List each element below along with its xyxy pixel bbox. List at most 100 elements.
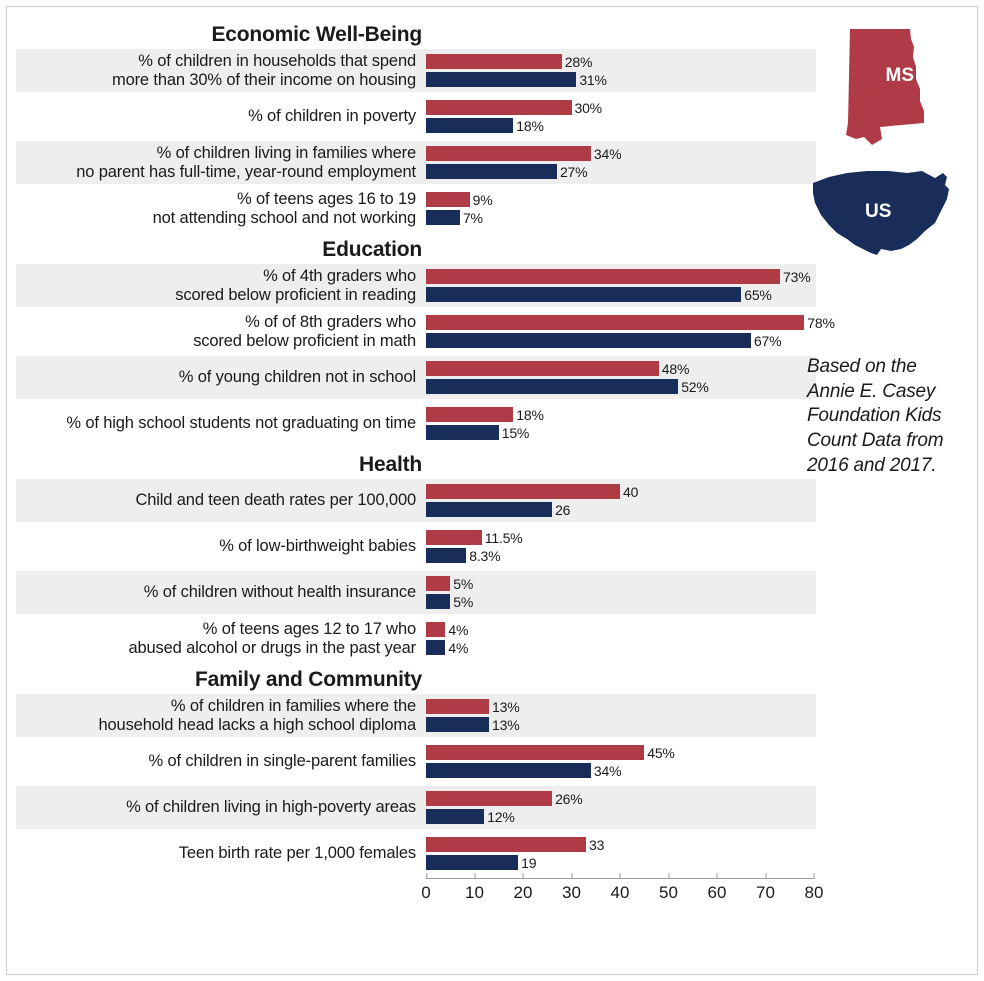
row-bars: 73%65% xyxy=(426,264,816,307)
us-bar-value: 34% xyxy=(594,763,621,779)
ms-bar-wrap: 11.5% xyxy=(426,530,816,545)
data-row: % of children without health insurance 5%… xyxy=(16,571,816,614)
map-legend: MS US xyxy=(807,27,957,258)
axis-tick: 40 xyxy=(611,879,630,903)
us-bar-wrap: 67% xyxy=(426,333,835,348)
us-bar-value: 26 xyxy=(555,502,570,518)
row-label: % of children in households that spendmo… xyxy=(16,49,426,92)
axis-tick: 80 xyxy=(805,879,824,903)
ms-bar xyxy=(426,699,489,714)
ms-bar xyxy=(426,54,562,69)
chart-area: Economic Well-Being% of children in hous… xyxy=(16,23,816,908)
ms-bar xyxy=(426,576,450,591)
ms-bar-value: 5% xyxy=(453,576,473,592)
us-bar xyxy=(426,287,741,302)
row-label: % of children in single-parent families xyxy=(16,740,426,783)
ms-bar xyxy=(426,315,804,330)
ms-bar-value: 40 xyxy=(623,484,638,500)
ms-bar-wrap: 33 xyxy=(426,837,816,852)
row-label: % of children living in families whereno… xyxy=(16,141,426,184)
us-bar xyxy=(426,118,513,133)
us-bar-wrap: 52% xyxy=(426,379,816,394)
ms-bar xyxy=(426,192,470,207)
us-bar-wrap: 8.3% xyxy=(426,548,816,563)
row-label: % of 4th graders whoscored below profici… xyxy=(16,264,426,307)
us-bar-value: 7% xyxy=(463,210,483,226)
ms-bar xyxy=(426,837,586,852)
row-bars: 3319 xyxy=(426,832,816,875)
us-bar-wrap: 18% xyxy=(426,118,816,133)
us-bar-wrap: 34% xyxy=(426,763,816,778)
us-bar xyxy=(426,502,552,517)
us-bar xyxy=(426,809,484,824)
row-bars: 48%52% xyxy=(426,356,816,399)
row-bars: 18%15% xyxy=(426,402,816,445)
ms-bar-wrap: 48% xyxy=(426,361,816,376)
ms-bar-value: 33 xyxy=(589,837,604,853)
ms-bar-value: 13% xyxy=(492,699,519,715)
us-bar-value: 5% xyxy=(453,594,473,610)
row-label: % of teens ages 12 to 17 whoabused alcoh… xyxy=(16,617,426,660)
us-bar xyxy=(426,548,466,563)
axis-tick: 70 xyxy=(756,879,775,903)
ms-bar xyxy=(426,146,591,161)
axis-tick: 60 xyxy=(708,879,727,903)
ms-bar xyxy=(426,745,644,760)
us-bar-wrap: 13% xyxy=(426,717,816,732)
us-bar-value: 52% xyxy=(681,379,708,395)
ms-bar-wrap: 45% xyxy=(426,745,816,760)
axis-tick: 30 xyxy=(562,879,581,903)
data-row: % of children living in high-poverty are… xyxy=(16,786,816,829)
ms-bar-value: 4% xyxy=(448,622,468,638)
us-bar-value: 4% xyxy=(448,640,468,656)
ms-bar-value: 11.5% xyxy=(485,530,523,546)
us-bar-wrap: 7% xyxy=(426,210,816,225)
ms-bar-wrap: 73% xyxy=(426,269,816,284)
row-bars: 28%31% xyxy=(426,49,816,92)
ms-bar-wrap: 30% xyxy=(426,100,816,115)
ms-bar-value: 34% xyxy=(594,146,621,162)
row-label: % of children without health insurance xyxy=(16,571,426,614)
ms-bar-value: 28% xyxy=(565,54,592,70)
data-row: % of children living in families whereno… xyxy=(16,141,816,184)
section-title: Economic Well-Being xyxy=(16,23,816,47)
data-row: % of teens ages 16 to 19not attending sc… xyxy=(16,187,816,230)
ms-bar-value: 45% xyxy=(647,745,674,761)
data-row: % of low-birthweight babies11.5%8.3% xyxy=(16,525,816,568)
ms-bar-value: 78% xyxy=(807,315,834,331)
section-title: Education xyxy=(16,238,816,262)
row-label: % of children living in high-poverty are… xyxy=(16,786,426,829)
ms-bar-wrap: 4% xyxy=(426,622,816,637)
ms-bar-wrap: 5% xyxy=(426,576,816,591)
data-row: % of of 8th graders whoscored below prof… xyxy=(16,310,816,353)
data-row: % of young children not in school48%52% xyxy=(16,356,816,399)
us-bar xyxy=(426,379,678,394)
row-bars: 40 26 xyxy=(426,479,816,522)
chart-frame: Economic Well-Being% of children in hous… xyxy=(6,6,978,975)
ms-bar-value: 48% xyxy=(662,361,689,377)
ms-bar xyxy=(426,407,513,422)
data-row: % of teens ages 12 to 17 whoabused alcoh… xyxy=(16,617,816,660)
us-bar xyxy=(426,717,489,732)
row-bars: 45% 34% xyxy=(426,740,816,783)
row-label: % of teens ages 16 to 19not attending sc… xyxy=(16,187,426,230)
us-bar-wrap: 27% xyxy=(426,164,816,179)
ms-bar-wrap: 40 xyxy=(426,484,816,499)
ms-bar xyxy=(426,530,482,545)
us-bar-wrap: 19 xyxy=(426,855,816,870)
row-bars: 30%18% xyxy=(426,95,816,138)
us-bar-wrap: 12% xyxy=(426,809,816,824)
data-row: % of children in single-parent families4… xyxy=(16,740,816,783)
us-bar-wrap: 26 xyxy=(426,502,816,517)
section-title: Health xyxy=(16,453,816,477)
axis-tick: 0 xyxy=(421,879,430,903)
us-bar xyxy=(426,164,557,179)
us-bar xyxy=(426,333,751,348)
us-bar-value: 27% xyxy=(560,164,587,180)
ms-bar-wrap: 26% xyxy=(426,791,816,806)
ms-bar-wrap: 78% xyxy=(426,315,835,330)
us-bar-wrap: 15% xyxy=(426,425,816,440)
row-label: % of of 8th graders whoscored below prof… xyxy=(16,310,426,353)
us-bar-value: 67% xyxy=(754,333,781,349)
ms-bar xyxy=(426,269,780,284)
